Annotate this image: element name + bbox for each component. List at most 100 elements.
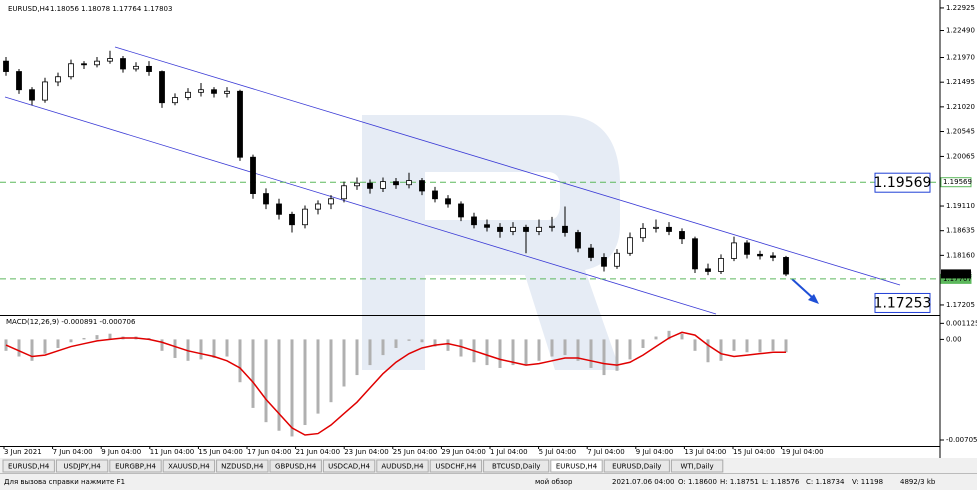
y-tick-label: 1.17205 [946, 301, 975, 309]
candle-body [406, 180, 412, 186]
y-tick-label: 1.20065 [946, 152, 975, 160]
candle-body [42, 81, 48, 101]
candle-body [432, 190, 438, 200]
status-item: Для вызова справки нажмите F1 [4, 478, 125, 486]
axis-level-label: 1.19569 [943, 178, 972, 186]
tab-label[interactable]: BTCUSD,Daily [492, 463, 540, 471]
candle-body [770, 255, 776, 258]
macd-bar [576, 339, 580, 361]
x-tick-label: 9 Jul 04:00 [636, 448, 674, 456]
macd-title: MACD(12,26,9) -0.000891 -0.000706 [6, 318, 136, 326]
tab-label[interactable]: USDCHF,H4 [435, 463, 477, 471]
macd-bar [264, 339, 268, 423]
macd-bar [303, 339, 307, 426]
tab[interactable] [376, 459, 429, 473]
status-item: мой обзор [535, 478, 573, 486]
candle-body [562, 225, 568, 233]
macd-bar [420, 339, 424, 343]
candle-body [653, 226, 659, 229]
watermark [362, 115, 620, 370]
macd-bar [446, 339, 450, 351]
tab-label[interactable]: USDCAD,H4 [328, 463, 371, 471]
x-tick-label: 15 Jun 04:00 [198, 448, 242, 456]
candle-body [575, 232, 581, 249]
tab[interactable] [429, 459, 483, 473]
candle-body [55, 76, 61, 83]
target-label: 1.17253 [874, 295, 932, 311]
macd-bar [485, 339, 489, 366]
tab[interactable] [55, 459, 109, 473]
y-tick-label: 1.21020 [946, 103, 975, 111]
macd-bar [550, 339, 554, 357]
tab[interactable] [216, 459, 269, 473]
candle-body [458, 203, 464, 218]
macd-bar [342, 339, 346, 387]
macd-bar [56, 339, 60, 348]
tab-label[interactable]: EURUSD,Daily [612, 463, 661, 471]
x-tick-label: 7 Jul 04:00 [587, 448, 625, 456]
candle-body [159, 71, 165, 104]
tab-label[interactable]: GBPUSD,H4 [275, 463, 317, 471]
target-label: 1.19569 [874, 175, 932, 191]
tab[interactable] [483, 459, 550, 473]
x-tick-label: 23 Jun 04:00 [344, 448, 388, 456]
candle-body [380, 181, 386, 189]
tab-label[interactable]: EURUSD,H4 [556, 463, 598, 471]
candle-body [484, 224, 490, 228]
candle-body [3, 60, 9, 72]
macd-bar [199, 339, 203, 360]
candle-body [328, 198, 334, 205]
candle-body [536, 226, 542, 232]
ohlc-info: 1.18056 1.18078 1.17764 1.17803 [50, 5, 172, 13]
y-tick-label: 0.001125 [946, 319, 977, 327]
tab[interactable] [550, 459, 603, 473]
macd-bar [69, 339, 73, 343]
tab-label[interactable]: WTI,Daily [680, 463, 713, 471]
candle-body [640, 227, 646, 239]
y-tick-label: 1.21970 [946, 54, 975, 62]
tab-label[interactable]: AUDUSD,H4 [381, 463, 424, 471]
macd-bar [82, 337, 86, 340]
tab-label[interactable]: EURUSD,H4 [8, 463, 50, 471]
candle-body [185, 91, 191, 98]
candle-body [419, 180, 425, 192]
macd-bar [160, 339, 164, 351]
forecast-arrow-head [808, 294, 819, 304]
macd-bar [524, 339, 528, 366]
macd-bar [173, 339, 177, 358]
tab-label[interactable]: EURGBP,H4 [115, 463, 156, 471]
tab[interactable] [322, 459, 376, 473]
candle-body [718, 258, 724, 272]
candle-body [29, 89, 35, 101]
x-tick-label: 9 Jun 04:00 [101, 448, 141, 456]
tab-label[interactable]: USDJPY,H4 [63, 463, 101, 471]
status-item: O: 1.18600 [678, 478, 717, 486]
macd-bar [277, 339, 281, 431]
symbol: EURUSD,H4 [8, 5, 50, 13]
macd-bar [238, 339, 242, 383]
tab[interactable] [603, 459, 670, 473]
y-tick-label: 0.00 [946, 335, 962, 343]
tab-label[interactable]: NZDUSD,H4 [221, 463, 264, 471]
tab[interactable] [670, 459, 724, 473]
tab-label[interactable]: XAUUSD,H4 [168, 463, 210, 471]
macd-bar [641, 339, 645, 348]
tab[interactable] [162, 459, 216, 473]
tab[interactable] [109, 459, 162, 473]
candle-body [497, 226, 503, 232]
x-tick-label: 29 Jun 04:00 [441, 448, 485, 456]
tab[interactable] [269, 459, 322, 473]
macd-bar [355, 339, 359, 376]
candle-body [172, 97, 178, 104]
macd-bar [680, 333, 684, 340]
candle-body [276, 203, 282, 215]
candle-body [354, 182, 360, 187]
x-tick-label: 1 Jul 04:00 [490, 448, 528, 456]
candle-body [81, 63, 87, 66]
macd-bar [43, 339, 47, 354]
tab[interactable] [2, 459, 55, 473]
x-tick-label: 15 Jul 04:00 [733, 448, 775, 456]
x-tick-label: 19 Jul 04:00 [782, 448, 824, 456]
x-tick-label: 3 Jun 2021 [4, 448, 42, 456]
x-tick-label: 11 Jun 04:00 [150, 448, 194, 456]
